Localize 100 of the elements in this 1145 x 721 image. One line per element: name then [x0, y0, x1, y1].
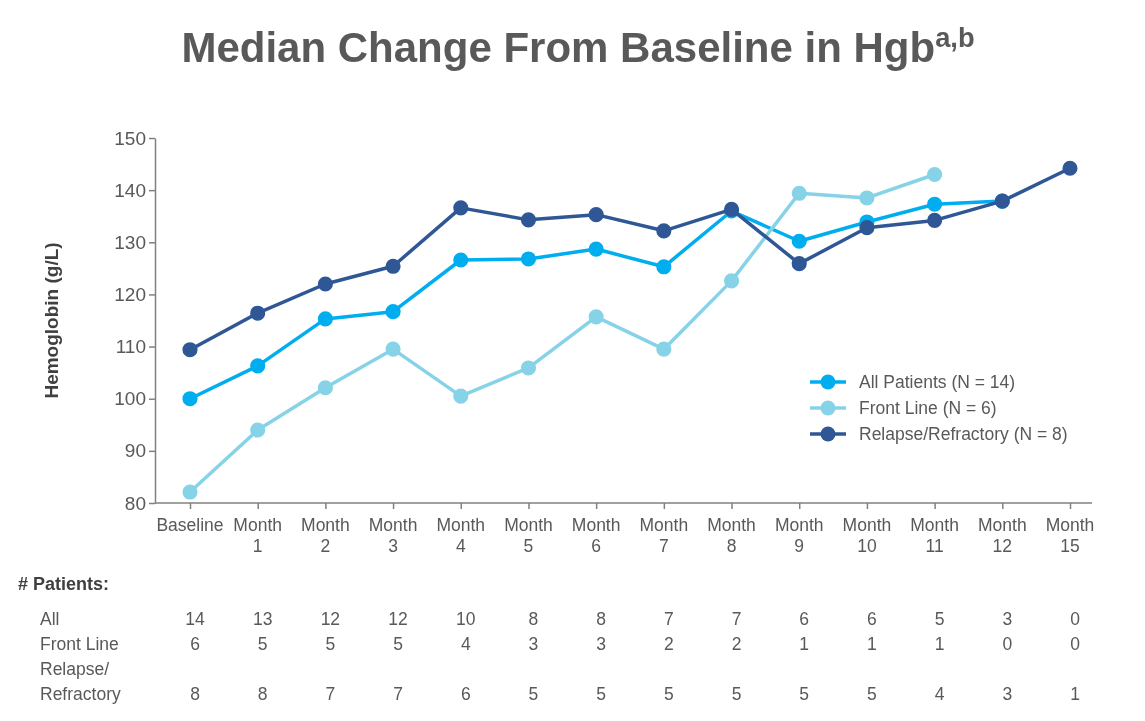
x-tick-label: Month 15	[1045, 515, 1095, 556]
text: # Patients:	[18, 574, 110, 594]
text: 5	[867, 684, 877, 704]
point	[453, 388, 469, 404]
point	[317, 311, 333, 327]
point	[385, 258, 401, 274]
point	[656, 341, 672, 357]
point	[317, 380, 333, 396]
text: Front Line	[40, 634, 119, 654]
point	[723, 273, 740, 289]
text: 3	[596, 634, 607, 654]
x-tick-label: Month 1	[233, 515, 283, 556]
x-tick-label: Month 8	[707, 515, 756, 556]
x-tick-label: Month 12	[977, 515, 1027, 556]
y-tick-label: 110	[115, 336, 146, 358]
point	[859, 220, 875, 236]
text: 3	[528, 634, 539, 654]
y-tick-label: 140	[114, 179, 146, 201]
point	[182, 391, 198, 407]
point	[791, 185, 807, 201]
text: Relapse/ Refractory	[40, 659, 121, 704]
text: 5	[528, 684, 539, 704]
y-tick-label: 130	[114, 231, 146, 253]
point	[588, 241, 604, 257]
text: 8	[528, 609, 539, 629]
point	[927, 212, 943, 228]
text: 3	[1002, 609, 1013, 629]
text: 6	[460, 684, 471, 704]
text: 0	[1002, 634, 1013, 654]
text: 5	[799, 684, 810, 704]
point	[927, 166, 943, 183]
text: 8	[257, 684, 268, 704]
text: 0	[1070, 609, 1081, 629]
point	[250, 422, 266, 438]
x-tick-label: Month 6	[571, 515, 621, 556]
point	[520, 360, 537, 376]
text: All	[40, 609, 60, 629]
text: 12	[388, 609, 408, 629]
x-tick-label: Month 3	[368, 515, 418, 556]
x-tick-label: Month 2	[301, 515, 350, 556]
point	[182, 484, 198, 500]
y-axis-title: Hemoglobin (g/L)	[41, 242, 62, 399]
point	[385, 341, 401, 357]
point	[927, 196, 943, 212]
text: 5	[393, 634, 403, 654]
text: 14	[185, 609, 205, 629]
text: 2	[663, 634, 674, 654]
x-tick-label: Month 9	[774, 515, 824, 556]
y-tick-label: 150	[114, 127, 146, 149]
legend-label: Relapse/Refractory (N = 8)	[859, 424, 1068, 444]
text: 5	[325, 634, 336, 654]
point	[791, 256, 807, 272]
text: 1	[934, 634, 945, 654]
text: 7	[731, 609, 742, 629]
point	[791, 233, 807, 249]
legend-label: All Patients (N = 14)	[859, 372, 1016, 392]
point	[385, 304, 401, 320]
x-tick-label: Month 10	[842, 515, 892, 556]
legend-label: Front Line (N = 6)	[859, 398, 997, 418]
x-tick-label: Month 5	[504, 515, 553, 556]
text: 5	[934, 609, 945, 629]
y-tick-label: 120	[114, 284, 146, 306]
point	[1062, 160, 1078, 176]
text: 1	[799, 634, 810, 654]
text: 5	[663, 684, 674, 704]
text: 0	[1070, 634, 1081, 654]
text: 4	[460, 634, 471, 654]
text: 3	[1002, 684, 1013, 704]
text: 2	[731, 634, 742, 654]
y-tick-label: 90	[124, 440, 146, 462]
text: 7	[663, 609, 674, 629]
point	[588, 309, 604, 325]
point	[656, 223, 672, 239]
point	[656, 259, 672, 275]
text: 4	[934, 684, 945, 704]
text: 12	[320, 609, 341, 629]
point	[250, 305, 266, 321]
point	[520, 251, 537, 267]
text: 5	[257, 634, 268, 654]
point	[453, 252, 469, 268]
text: 6	[867, 609, 877, 629]
point	[859, 190, 875, 206]
text: 7	[325, 684, 336, 704]
x-tick-label: Month 11	[910, 515, 959, 556]
text: 1	[1070, 684, 1080, 704]
text: 8	[190, 684, 200, 704]
chart-title: Median Change From Baseline in Hgb$^{a,b}$	[181, 21, 975, 71]
point	[182, 342, 198, 358]
point	[250, 358, 266, 374]
text: 8	[596, 609, 607, 629]
point	[453, 200, 469, 216]
text: 5	[596, 684, 607, 704]
x-tick-label: Baseline	[156, 515, 224, 535]
text: 7	[393, 684, 403, 704]
text: 6	[799, 609, 810, 629]
x-tick-label: Month 7	[639, 515, 689, 556]
point	[520, 212, 537, 228]
text: 10	[456, 609, 476, 629]
point	[588, 207, 604, 223]
text: 5	[731, 684, 742, 704]
